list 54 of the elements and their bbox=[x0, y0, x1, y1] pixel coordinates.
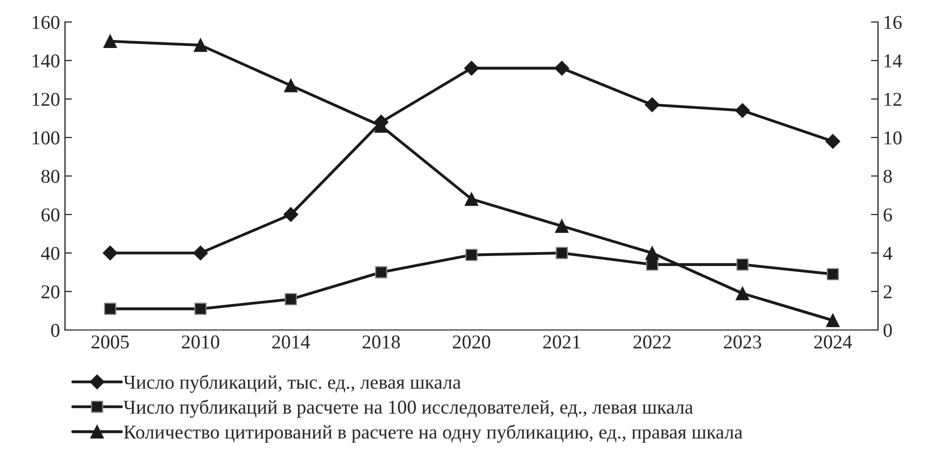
y2-tick-label: 6 bbox=[884, 208, 892, 222]
point bbox=[644, 97, 660, 112]
y2-tick-label: 16 bbox=[884, 16, 902, 29]
x-tick-label: 2014 bbox=[272, 335, 310, 349]
y-tick-label: 120 bbox=[32, 92, 60, 106]
point bbox=[736, 286, 750, 300]
point bbox=[556, 246, 568, 260]
point bbox=[735, 103, 750, 118]
y-tick-label: 160 bbox=[32, 16, 60, 29]
x-tick-label: 2018 bbox=[362, 335, 400, 349]
point bbox=[826, 268, 839, 280]
point bbox=[645, 246, 659, 260]
x-tick-label: 2022 bbox=[634, 335, 671, 349]
point bbox=[375, 266, 388, 278]
y-tick-label: 60 bbox=[42, 208, 60, 222]
point bbox=[464, 60, 479, 76]
point bbox=[826, 314, 840, 328]
point bbox=[194, 302, 207, 315]
y2-tick-label: 12 bbox=[884, 92, 902, 106]
point bbox=[103, 34, 117, 48]
x-tick-label: 2021 bbox=[543, 335, 580, 349]
point bbox=[465, 248, 478, 261]
y2-tick-label: 8 bbox=[884, 170, 892, 183]
point bbox=[464, 192, 478, 206]
x-tick-label: 2024 bbox=[814, 335, 852, 349]
y-tick-label: 140 bbox=[32, 54, 60, 68]
y2-tick-label: 14 bbox=[884, 54, 902, 68]
y-tick-label: 40 bbox=[41, 246, 60, 260]
point bbox=[193, 246, 208, 260]
x-tick-label: 2010 bbox=[182, 335, 220, 349]
y2-tick-label: 10 bbox=[884, 131, 902, 144]
point bbox=[554, 60, 570, 76]
point bbox=[104, 302, 116, 315]
point bbox=[825, 134, 840, 149]
y2-tick-label: 0 bbox=[884, 324, 892, 337]
legend-label: Число публикаций в расчете на 100 исследователей, ед., левая шкала bbox=[124, 400, 693, 418]
point bbox=[736, 258, 749, 271]
y2-tick-label: 4 bbox=[883, 246, 892, 260]
point bbox=[284, 293, 297, 306]
x-tick-label: 2005 bbox=[92, 335, 129, 349]
point bbox=[194, 38, 208, 52]
y2-tick-label: 2 bbox=[884, 285, 892, 298]
point bbox=[283, 207, 298, 222]
point bbox=[555, 219, 569, 233]
y-tick-label: 80 bbox=[41, 170, 60, 183]
point bbox=[284, 78, 298, 92]
y-tick-label: 0 bbox=[51, 324, 60, 337]
point bbox=[102, 246, 118, 260]
x-tick-label: 2020 bbox=[452, 335, 490, 349]
legend-label: Число публикаций, тыс. ед., левая шкала bbox=[124, 374, 461, 393]
y-tick-label: 100 bbox=[32, 131, 60, 144]
x-tick-label: 2023 bbox=[724, 335, 762, 349]
legend-label: Количество цитирований в расчете на одну публикацию, ед., правая шкала bbox=[124, 424, 742, 443]
y-tick-label: 20 bbox=[42, 285, 60, 298]
